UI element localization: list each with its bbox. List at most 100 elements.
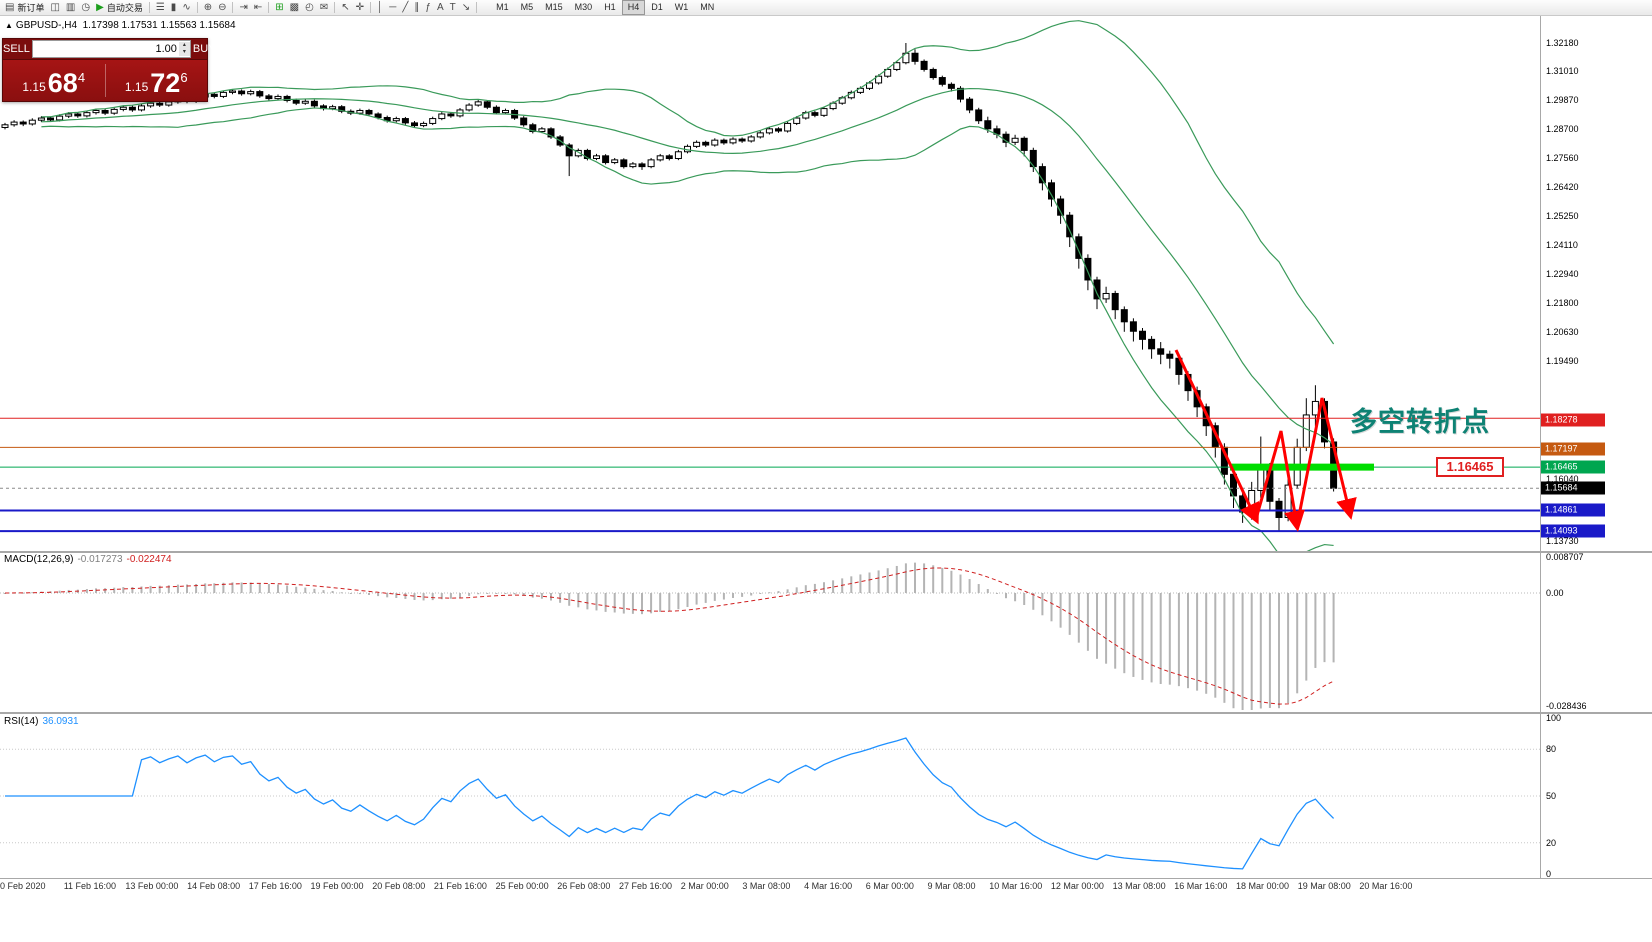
time-axis-label: 6 Mar 00:00 <box>865 881 914 891</box>
candlestick-chart-icon[interactable]: ▮ <box>170 2 177 13</box>
volume-spinner: ▴ ▾ <box>178 42 190 56</box>
timeframe-group: M1 M5 M15 M30 H1 H4 D1 W1 MN <box>490 0 720 15</box>
rsi-axis-label: 20 <box>1546 838 1557 848</box>
price-axis-label: 1.31010 <box>1546 66 1579 76</box>
label-icon[interactable]: T <box>449 2 456 13</box>
vertical-line-icon[interactable]: │ <box>377 2 384 13</box>
symbol-info-text: GBPUSD-,H4 1.17398 1.17531 1.15563 1.156… <box>15 20 236 31</box>
refresh-icon[interactable]: ◴ <box>305 2 314 13</box>
volume-input[interactable] <box>32 42 179 56</box>
one-click-price-row: 1.15 68 4 1.15 72 6 <box>3 60 207 101</box>
text-icon[interactable]: A <box>436 2 444 13</box>
toolbar-separator <box>334 2 336 13</box>
timeframe-button-d1[interactable]: D1 <box>651 2 663 12</box>
time-axis-label: 4 Mar 16:00 <box>804 881 853 891</box>
new-chart-icon[interactable]: ⊞ <box>275 2 284 13</box>
price-level-badge: 1.17197 <box>1541 442 1605 456</box>
bar-chart-icon[interactable]: ☰ <box>155 2 165 13</box>
timeframe-button-m15[interactable]: M15 <box>545 2 563 12</box>
rsi-value: 36.0931 <box>42 716 79 727</box>
price-level-badge: 1.14093 <box>1541 524 1605 538</box>
level-price-label: 1.16465 <box>1436 457 1504 477</box>
horizontal-line-icon[interactable]: ─ <box>389 2 397 13</box>
price-macd-separator[interactable] <box>0 551 1652 553</box>
timeframe-button-w1[interactable]: W1 <box>674 2 689 12</box>
timeframe-button-mn[interactable]: MN <box>700 2 715 12</box>
macd-axis-label: 0.00 <box>1546 588 1564 598</box>
crosshair-icon[interactable]: ✛ <box>355 2 365 13</box>
macd-title: MACD(12,26,9) <box>4 554 74 565</box>
time-axis-label: 13 Mar 08:00 <box>1112 881 1166 891</box>
price-axis-label: 1.29870 <box>1546 95 1579 105</box>
buy-price-big-figure: 1.15 <box>124 80 149 94</box>
rsi-axis-label: 50 <box>1546 791 1557 801</box>
time-axis-label: 25 Feb 00:00 <box>495 881 549 891</box>
toolbar-separator <box>370 2 372 13</box>
mail-icon[interactable]: ✉ <box>319 2 329 13</box>
arrow-tool-icon[interactable]: ↘ <box>461 2 471 13</box>
time-axis-label: 20 Feb 08:00 <box>372 881 426 891</box>
chart-window-icon[interactable]: ◫ <box>50 2 60 13</box>
time-axis-label: 13 Feb 00:00 <box>125 881 179 891</box>
price-axis-label: 1.13730 <box>1546 536 1579 546</box>
new-order-button[interactable]: ▤ 新订单 <box>5 2 45 13</box>
toolbar-separator <box>232 2 234 13</box>
time-axis-label: 26 Feb 08:00 <box>557 881 611 891</box>
time-axis-separator <box>0 878 1652 879</box>
auto-scroll-icon[interactable]: ⇥ <box>239 2 248 13</box>
price-axis-label: 1.32180 <box>1546 38 1579 48</box>
sell-price-pips: 68 <box>47 68 78 98</box>
chart-shift-icon[interactable]: ⇤ <box>253 2 263 13</box>
price-axis-label: 1.28700 <box>1546 124 1579 134</box>
price-level-badge: 1.14861 <box>1541 503 1605 517</box>
volume-field: ▴ ▾ <box>31 40 191 58</box>
time-axis-label: 18 Mar 00:00 <box>1236 881 1290 891</box>
templates-icon[interactable]: ▩ <box>289 2 300 13</box>
rsi-axis-label: 100 <box>1546 713 1562 723</box>
volume-increase-button[interactable]: ▴ <box>182 42 186 48</box>
line-chart-icon[interactable]: ∿ <box>182 2 191 13</box>
price-axis-label: 1.20630 <box>1546 327 1579 337</box>
price-axis-label: 1.16040 <box>1546 474 1579 484</box>
rsi-indicator-pane[interactable] <box>0 714 1540 878</box>
toolbar-separator <box>268 2 270 13</box>
timeframe-button-m30[interactable]: M30 <box>574 2 593 12</box>
fibonacci-icon[interactable]: ƒ <box>425 2 431 13</box>
buy-button[interactable]: BUY <box>192 43 216 55</box>
timeframe-button-h1[interactable]: H1 <box>604 2 616 12</box>
volume-decrease-button[interactable]: ▾ <box>182 49 186 55</box>
macd-rsi-separator[interactable] <box>0 712 1652 714</box>
trendline-icon[interactable]: ╱ <box>402 2 409 13</box>
time-axis-label: 3 Mar 08:00 <box>742 881 791 891</box>
zoom-in-icon[interactable]: ⊕ <box>203 2 213 13</box>
channel-icon[interactable]: ∥ <box>414 2 420 13</box>
price-axis-label: 1.22940 <box>1546 269 1579 279</box>
one-click-header-row: SELL ▴ ▾ BUY <box>3 39 216 60</box>
main-toolbar: ▤ 新订单 ◫ ▥ ◷ ▶ 自动交易 ☰ ▮ ∿ ⊕ ⊖ ⇥ ⇤ ⊞ ▩ ◴ ✉ ↖ ✛ │ ─ ╱ ∥ ƒ A T ↘ M1 M5 M15… <box>0 0 1652 16</box>
time-axis-label: 14 Feb 08:00 <box>187 881 241 891</box>
autotrading-button[interactable]: ▶ 自动交易 <box>96 2 143 13</box>
alerts-icon[interactable]: ◷ <box>81 2 91 13</box>
macd-axis-label: -0.028436 <box>1546 701 1587 711</box>
one-click-buy-price-button[interactable]: 1.15 72 6 <box>106 60 208 101</box>
time-axis-label: 16 Mar 16:00 <box>1174 881 1228 891</box>
timeframe-button-m1[interactable]: M1 <box>496 2 509 12</box>
time-axis-label: 2 Mar 00:00 <box>680 881 729 891</box>
price-axis-label: 1.19490 <box>1546 356 1579 366</box>
time-axis-label: 19 Feb 00:00 <box>310 881 364 891</box>
profiles-icon[interactable]: ▥ <box>65 2 76 13</box>
time-axis-label: 21 Feb 16:00 <box>433 881 487 891</box>
sell-button[interactable]: SELL <box>3 43 30 55</box>
macd-axis-label: 0.008707 <box>1546 552 1584 562</box>
timeframe-button-h4[interactable]: H4 <box>621 0 646 15</box>
timeframe-button-m5[interactable]: M5 <box>520 2 534 12</box>
macd-label: MACD(12,26,9) -0.017273 -0.022474 <box>4 554 172 565</box>
zoom-out-icon[interactable]: ⊖ <box>218 2 227 13</box>
buy-price-pips: 72 <box>150 68 181 98</box>
time-axis-label: 19 Mar 08:00 <box>1297 881 1351 891</box>
time-axis-label: 0 Feb 2020 <box>0 881 46 891</box>
one-click-sell-price-button[interactable]: 1.15 68 4 <box>3 60 105 101</box>
price-chart-pane[interactable] <box>0 15 1540 551</box>
macd-indicator-pane[interactable] <box>0 553 1540 712</box>
cursor-icon[interactable]: ↖ <box>341 2 350 13</box>
